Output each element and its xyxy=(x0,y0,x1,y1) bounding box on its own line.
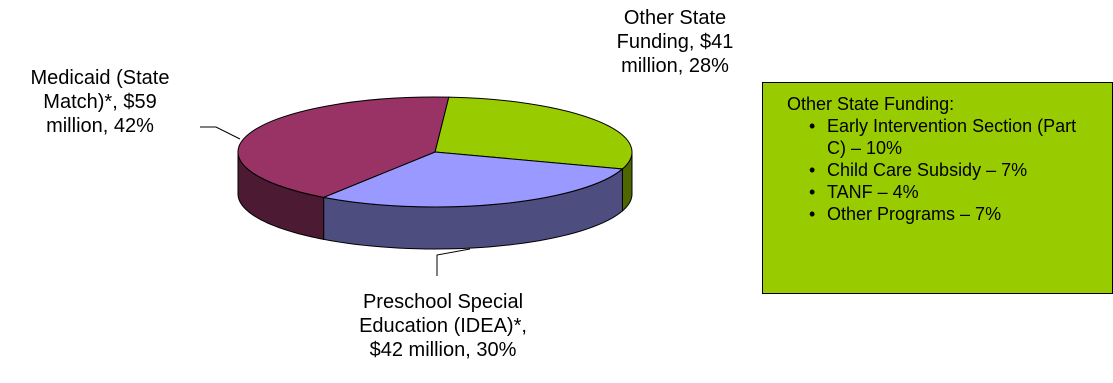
other-state-funding-note-box: Other State Funding: Early Intervention … xyxy=(762,82,1113,294)
pie-leaders xyxy=(200,126,471,276)
leader-line-preschool xyxy=(436,248,471,276)
pie-slice-1 xyxy=(321,151,624,208)
note-item-other-programs: Other Programs – 7% xyxy=(787,203,1100,225)
pie-tops xyxy=(237,96,633,208)
pie-slice-2 xyxy=(237,96,450,198)
slice-label-medicaid: Medicaid (State Match)*, $59 million, 42… xyxy=(30,67,170,137)
note-item-early-intervention: Early Intervention Section (Part C) – 10… xyxy=(787,115,1100,159)
note-title: Other State Funding: xyxy=(787,94,955,114)
slice-label-preschool-special-education: Preschool Special Education (IDEA)*, $42… xyxy=(359,291,527,361)
note-item-tanf: TANF – 4% xyxy=(787,181,1100,203)
slice-label-other-state-funding: Other State Funding, $41 million, 28% xyxy=(616,7,734,77)
note-item-child-care-subsidy: Child Care Subsidy – 7% xyxy=(787,159,1100,181)
pie-sides xyxy=(237,151,633,250)
leader-line-medicaid xyxy=(200,126,241,140)
pie-slice-0 xyxy=(434,96,633,170)
note-list: Early Intervention Section (Part C) – 10… xyxy=(787,115,1100,225)
